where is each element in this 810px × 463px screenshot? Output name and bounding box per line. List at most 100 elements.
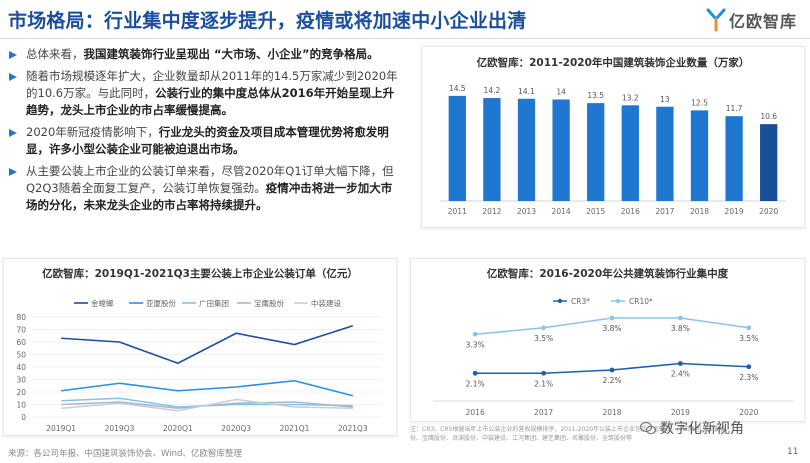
legend-marker [615,298,621,304]
triangle-bullet-icon [9,73,17,81]
wechat-icon [640,421,656,435]
y-tick-label: 40 [16,363,26,372]
data-label: 3.3% [466,340,485,349]
chart-title: 亿欧智库：2019Q1-2021Q3主要公装上市企业公装订单（亿元） [42,268,358,280]
y-tick-label: 30 [16,376,26,385]
x-tick-label: 2017 [655,207,674,216]
y-tick-label: 80 [16,313,26,322]
x-tick-label: 2014 [552,207,571,216]
bar [517,98,536,201]
concentration-line-chart: 亿欧智库：2016-2020年公共建筑装饰行业集中度 CR3* CR10* 2016… [410,258,805,422]
data-label: 3.8% [671,324,690,333]
data-label: 3.5% [534,334,553,343]
y-tick-label: 20 [16,388,26,397]
bullet-item: 随着市场规模逐年扩大，企业数量却从2011年的14.5万家减少到2020年的10… [8,68,400,119]
y-tick-label: 0 [21,413,26,422]
bullet-item: 从主要公装上市企业的公装订单来看，尽管2020年Q1订单大幅下降，但Q2Q3随着… [8,163,400,214]
data-point [541,325,546,331]
legend-label: CR3* [571,297,590,306]
data-label: 2.2% [602,376,621,385]
bullet-bold-text: 公装行业的集中度总体从2016年开始呈现上升趋势，龙头上市企业的市占率缓慢提高。 [26,86,395,117]
bar [587,103,605,201]
x-tick-label: 2013 [517,207,536,216]
y-tick-label: 10 [16,401,26,410]
x-tick-label: 2019 [671,408,690,417]
bullet-bold-text: 疫情冲击将进一步加大市场的分化，未来龙头企业的市占率将持续提升。 [26,181,393,212]
bar-chart-svg: 14.5 2011 14.2 2012 14.1 2013 14 2014 13.5 2015 13… [440,84,786,216]
x-tick-label: 2015 [586,207,605,216]
series-line [61,398,353,412]
x-tick-label: 2016 [466,408,485,417]
x-tick-label: 2011 [448,207,467,216]
legend-label: 广田集团 [199,298,229,308]
bar [552,99,570,201]
page-number: 11 [787,447,799,457]
bullet-bold-text: 我国建筑装饰行业呈现出 “大市场、小企业”的竞争格局。 [83,47,379,61]
bullet-list: 总体来看，我国建筑装饰行业呈现出 “大市场、小企业”的竞争格局。随着市场规模逐年… [8,46,400,219]
data-label: 3.8% [602,324,621,333]
data-label: 2.1% [534,379,553,388]
x-tick-label: 2018 [690,207,709,216]
x-tick-label: 2020 [739,408,758,417]
brand-logo-icon [706,8,726,32]
bar [690,110,709,201]
bullet-bold-text: 行业龙头的资金及项目成本管理优势将愈发明显，许多小型公装企业可能被迫退出市场。 [26,125,389,156]
bar [483,98,501,201]
legend-label: 金螳螂 [91,298,114,308]
bar [448,95,466,201]
legend-label: CR10* [629,297,653,306]
bullet-text: 随着市场规模逐年扩大，企业数量却从2011年的14.5万家减少到2020年的10… [26,69,398,100]
y-tick-label: 60 [16,338,26,347]
watermark: 数字化新视角 [640,418,744,438]
triangle-bullet-icon [9,129,17,137]
x-tick-label: 2019Q3 [105,424,135,433]
source-text: 来源：各公司年报、中国建筑装饰协会、Wind、亿欧智库整理 [8,449,242,459]
data-point [609,367,615,373]
bar [725,116,743,201]
bar [760,124,778,201]
bullet-text: 总体来看， [26,47,84,61]
bar [656,106,674,201]
data-label: 2.1% [466,379,485,388]
bar-value-label: 12.5 [691,98,708,107]
series-line [61,324,354,365]
bullet-text: 从主要公装上市企业的公装订单来看，尽管2020年Q1订单大幅下降，但Q2Q3随着… [26,164,394,195]
data-point [746,325,752,331]
concentration-chart-svg: CR3* CR10* 2016 2017 2018 2019 2020 2.1% 2.1% 2.2… [433,297,793,417]
bullet-item: 2020年新冠疫情影响下，行业龙头的资金及项目成本管理优势将愈发明显，许多小型公… [8,124,400,158]
x-tick-label: 2017 [534,408,553,417]
data-point [678,361,683,366]
bar-value-label: 14.2 [484,86,501,95]
data-label: 2.3% [739,373,758,382]
bar-value-label: 11.7 [726,104,743,113]
brand-logo: 亿欧智库 [706,8,797,32]
orders-line-chart: 亿欧智库：2019Q1-2021Q3主要公装上市企业公装订单（亿元） 0 10 20… [3,258,397,436]
x-tick-label: 2012 [482,207,501,216]
bar [621,105,639,201]
footnote: 注：CR3、CR5根据当年上市公装企业的营收规模排序，2011-2020年公装上… [410,426,726,442]
brand-name: 亿欧智库 [729,12,798,31]
bar-value-label: 14.1 [518,87,535,96]
x-tick-label: 2020Q1 [163,424,193,433]
legend-marker [557,298,563,304]
x-tick-label: 2018 [602,408,621,417]
data-point [472,331,478,337]
data-label: 2.4% [671,370,690,379]
legend-label: 亚厦股份 [146,298,176,308]
x-tick-label: 2020 [759,207,778,216]
bar-value-label: 10.6 [760,112,777,121]
data-label: 3.5% [739,334,758,343]
legend-label: 中装建设 [311,298,341,308]
x-tick-label: 2019 [725,207,744,216]
data-point [746,364,752,370]
bar-value-label: 14.5 [449,84,466,93]
y-tick-label: 70 [16,326,26,335]
chart-title: 亿欧智库：2011-2020年中国建筑装饰企业数量（万家） [476,57,750,69]
x-tick-label: 2021Q3 [338,424,368,433]
data-point [609,315,615,321]
triangle-bullet-icon [9,168,17,176]
y-tick-label: 50 [16,351,26,360]
data-point [541,370,546,376]
watermark-text: 数字化新视角 [660,421,744,437]
bullet-text: 2020年新冠疫情影响下， [26,125,159,139]
